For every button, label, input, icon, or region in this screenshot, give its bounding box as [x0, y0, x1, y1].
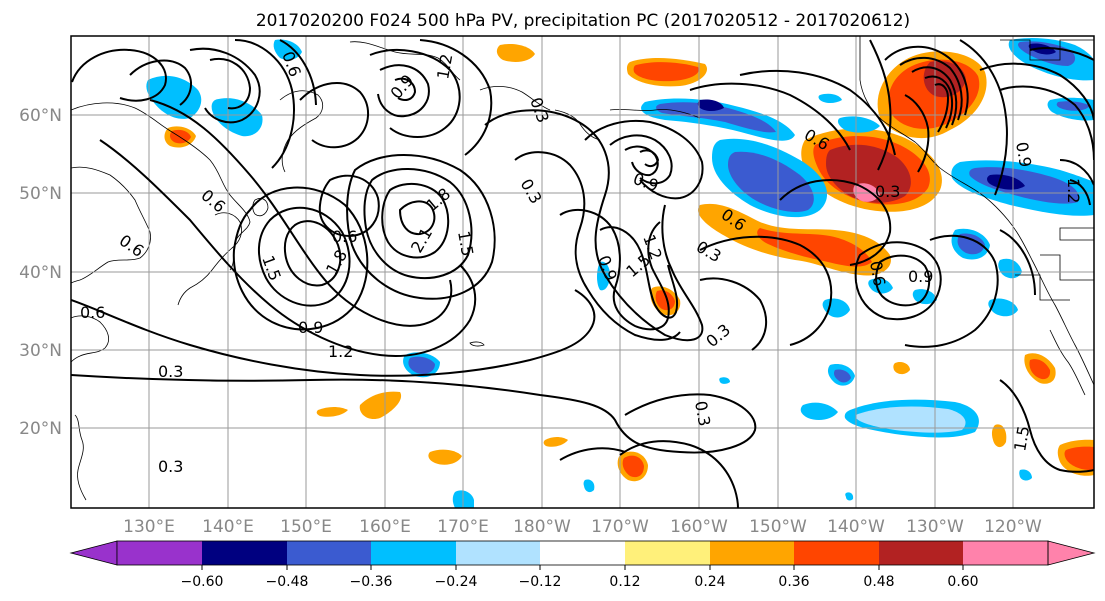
lon-label: 140°W: [827, 517, 885, 537]
lat-label: 60°N: [19, 106, 62, 126]
lon-label: 150°W: [749, 517, 807, 537]
colorbar-tick-label: 0.36: [778, 574, 809, 590]
colorbar-bin: [625, 541, 710, 565]
lon-label: 150°E: [280, 517, 332, 537]
contour-label: 0.6: [332, 227, 357, 246]
colorbar-bin: [540, 541, 625, 565]
colorbar-bin: [456, 541, 540, 565]
lat-label: 50°N: [19, 184, 62, 204]
lon-label: 130°E: [123, 517, 175, 537]
colorbar-bin: [202, 541, 287, 565]
contour-label: 1.2: [433, 52, 456, 80]
pv-contours: [71, 39, 1094, 508]
negative-precip-anomalies: [146, 37, 1094, 508]
colorbar-extend-min: [69, 540, 118, 566]
contour-label: 0.3: [875, 182, 900, 201]
colorbar-bin: [794, 541, 879, 565]
lat-label: 40°N: [19, 263, 62, 283]
colorbar-tick-label: 0.48: [863, 574, 894, 590]
lat-label: 30°N: [19, 341, 62, 361]
latitude-labels: 60°N 50°N 40°N 30°N 20°N: [19, 106, 62, 439]
colorbar-tick-label: −0.48: [266, 574, 309, 590]
colorbar-ticks: [201, 565, 964, 570]
contour-label: 0.9: [1012, 140, 1035, 168]
longitude-labels: 130°E 140°E 150°E 160°E 170°E 180°W 170°…: [123, 517, 1042, 537]
map-frame: [70, 35, 1095, 509]
contour-label: 0.3: [158, 362, 183, 381]
colorbar-extend-max: [1047, 540, 1096, 566]
contour-label: 1.5: [454, 229, 477, 257]
colorbar-tick-label: −0.60: [181, 574, 224, 590]
lat-label: 20°N: [19, 419, 62, 439]
lon-label: 160°W: [670, 517, 728, 537]
colorbar-bin: [879, 541, 963, 565]
colorbar-bin: [117, 541, 202, 565]
figure-title: 2017020200 F024 500 hPa PV, precipitatio…: [256, 11, 910, 31]
contour-label: 1.2: [328, 342, 353, 361]
lon-label: 160°E: [359, 517, 411, 537]
colorbar-bin: [287, 541, 371, 565]
colorbar-tick-label: 0.24: [694, 574, 725, 590]
contour-label: 0.6: [866, 259, 889, 287]
contour-label: 0.9: [908, 267, 933, 286]
contour-label: 0.3: [158, 457, 183, 476]
gridlines: [71, 36, 1094, 508]
colorbar-bin: [710, 541, 794, 565]
contour-label: 0.9: [298, 318, 323, 337]
colorbar-bin: [963, 541, 1048, 565]
contour-label: 1.2: [1064, 178, 1083, 203]
colorbar-tick-label: 0.12: [609, 574, 640, 590]
lon-label: 170°W: [591, 517, 649, 537]
lon-label: 130°W: [906, 517, 964, 537]
lon-label: 170°E: [437, 517, 489, 537]
lon-label: 140°E: [202, 517, 254, 537]
lon-label: 120°W: [984, 517, 1042, 537]
contour-label: 1.5: [1010, 424, 1033, 452]
contour-label: 0.3: [691, 399, 714, 427]
colorbar-tick-label: −0.36: [350, 574, 393, 590]
map-panel: 0.6 0.6 0.6 0.3 0.3 0.6 0.9 1.2 1.5 1.8 …: [19, 35, 1095, 537]
colorbar-bin: [371, 541, 456, 565]
colorbar-tick-label: 0.60: [947, 574, 978, 590]
colorbar-tick-label: −0.24: [435, 574, 478, 590]
colorbar-frame: [116, 540, 1049, 566]
colorbar-tick-labels: −0.60 −0.48 −0.36 −0.24 −0.12 0.12 0.24 …: [181, 574, 979, 590]
lon-label: 180°W: [513, 517, 571, 537]
contour-label: 0.6: [80, 303, 105, 322]
colorbar: −0.60 −0.48 −0.36 −0.24 −0.12 0.12 0.24 …: [69, 540, 1096, 590]
colorbar-tick-label: −0.12: [519, 574, 562, 590]
